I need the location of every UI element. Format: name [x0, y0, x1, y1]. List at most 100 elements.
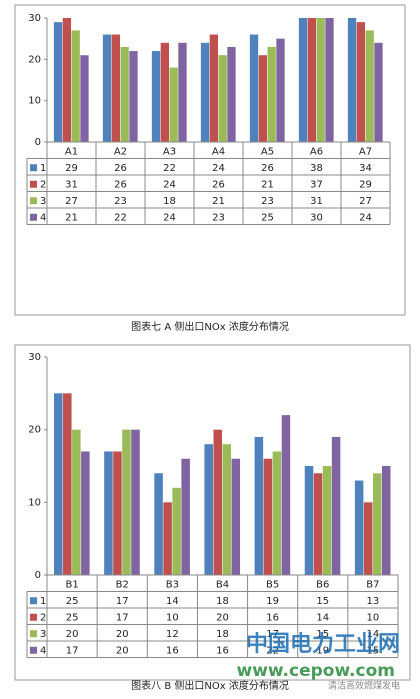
- bar: [267, 46, 276, 142]
- bar: [218, 55, 227, 142]
- bar: [374, 42, 383, 142]
- table-value: 17: [66, 645, 79, 656]
- y-tick-label: 30: [28, 13, 41, 24]
- table-value: 27: [65, 196, 78, 207]
- table-value: 30: [310, 212, 323, 223]
- table-value: 17: [116, 596, 129, 607]
- bar: [316, 18, 325, 142]
- bar: [263, 458, 273, 575]
- bar: [54, 393, 63, 575]
- bar: [272, 451, 282, 575]
- table-value: 26: [114, 179, 127, 190]
- table-value: 15: [316, 629, 329, 640]
- bar: [81, 451, 90, 575]
- table-value: 34: [359, 163, 372, 174]
- table-value: 12: [166, 629, 179, 640]
- legend-swatch: [30, 197, 37, 205]
- table-value: 22: [266, 645, 279, 656]
- y-tick-label: 0: [35, 570, 41, 581]
- table-value: 24: [212, 163, 225, 174]
- table-value: 10: [367, 612, 380, 623]
- table-value: 16: [266, 612, 279, 623]
- watermark-site: 中国电力工业网: [246, 632, 400, 657]
- bar: [72, 429, 81, 575]
- bar: [249, 34, 259, 142]
- x-tick-label: A4: [212, 146, 225, 157]
- bar: [304, 466, 314, 575]
- table-value: 14: [367, 629, 380, 640]
- table-value: 37: [310, 179, 323, 190]
- bar: [104, 451, 113, 575]
- bar: [113, 451, 122, 575]
- bar: [254, 436, 264, 575]
- bar: [200, 42, 210, 142]
- x-tick-label: A6: [310, 146, 323, 157]
- table-value: 21: [261, 179, 274, 190]
- table-value: 23: [114, 196, 127, 207]
- table-value: 20: [66, 629, 79, 640]
- bar: [111, 34, 120, 142]
- x-tick-label: A2: [114, 146, 127, 157]
- y-tick-label: 0: [35, 137, 41, 148]
- legend-label: 3: [40, 629, 46, 640]
- bar: [313, 473, 323, 575]
- bar: [222, 444, 232, 575]
- table-value: 26: [114, 163, 127, 174]
- table-value: 19: [266, 596, 279, 607]
- legend-swatch: [30, 164, 37, 172]
- chart-caption: 图表七 A 侧出口NOx 浓度分布情况: [131, 320, 289, 333]
- bar: [204, 444, 213, 575]
- table-value: 17: [116, 612, 129, 623]
- bar: [154, 473, 163, 575]
- bar: [281, 415, 291, 575]
- bar: [169, 67, 178, 142]
- legend-label: 3: [40, 196, 46, 207]
- table-value: 23: [261, 196, 274, 207]
- legend-swatch: [30, 613, 37, 621]
- bar: [160, 42, 169, 142]
- bar: [62, 18, 71, 142]
- x-tick-label: B4: [216, 579, 229, 590]
- table-value: 20: [116, 629, 129, 640]
- table-value: 18: [163, 196, 176, 207]
- table-value: 21: [212, 196, 225, 207]
- table-value: 21: [65, 212, 78, 223]
- table-value: 13: [367, 596, 380, 607]
- bars: [54, 393, 391, 575]
- x-tick-label: B3: [166, 579, 179, 590]
- legend-label: 2: [40, 179, 46, 190]
- x-tick-label: A3: [163, 146, 176, 157]
- table-value: 14: [166, 596, 179, 607]
- bar: [363, 502, 373, 575]
- bar: [178, 42, 187, 142]
- bar: [276, 38, 285, 142]
- bar: [120, 46, 129, 142]
- table-value: 26: [212, 179, 225, 190]
- table-value: 18: [216, 596, 229, 607]
- bars: [53, 18, 383, 142]
- table-value: 20: [116, 645, 129, 656]
- table-value: 29: [359, 179, 372, 190]
- bar: [298, 18, 308, 142]
- bar: [325, 18, 334, 142]
- table-value: 24: [163, 179, 176, 190]
- bar: [181, 458, 190, 575]
- bar: [372, 473, 382, 575]
- x-tick-label: B7: [366, 579, 379, 590]
- bar: [381, 466, 391, 575]
- table-value: 15: [316, 596, 329, 607]
- table-value: 31: [310, 196, 323, 207]
- bar: [356, 22, 365, 142]
- table-value: 23: [212, 212, 225, 223]
- bar: [129, 51, 138, 142]
- bar: [71, 30, 80, 142]
- bar: [258, 55, 267, 142]
- bar: [122, 429, 131, 575]
- legend-label: 4: [40, 212, 46, 223]
- bar: [80, 55, 89, 142]
- bar: [131, 429, 140, 575]
- table-value: 22: [114, 212, 127, 223]
- x-tick-label: A7: [359, 146, 372, 157]
- watermark-account: 清洁高效燃煤发电: [328, 680, 400, 692]
- legend-swatch: [30, 213, 37, 221]
